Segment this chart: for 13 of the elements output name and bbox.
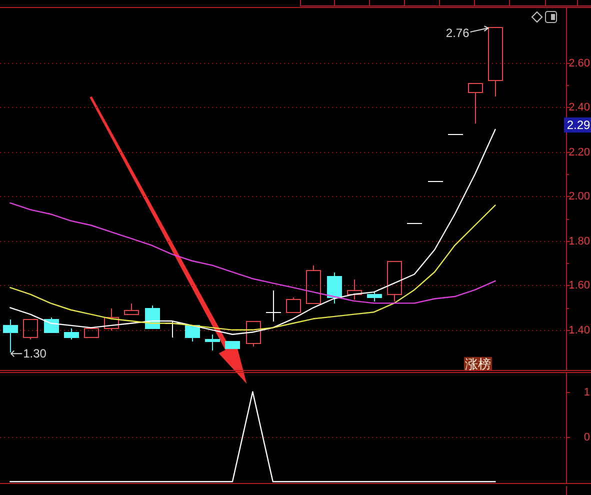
y-tick-label: 0 (584, 432, 590, 444)
note-high: 2.76 (446, 26, 470, 40)
note-low: 1.30 (23, 346, 46, 361)
y-tick-label: 1.80 (568, 236, 590, 248)
y-tick-label: 2.40 (568, 102, 590, 114)
y-tick-label: 2.60 (568, 58, 590, 70)
y-tick-label: 1.40 (568, 324, 590, 336)
y-tick-label: 2.20 (568, 146, 590, 158)
axis-tag: 2.29 (564, 118, 591, 132)
y-tick-label: 1 (584, 386, 590, 398)
tag-label: 涨榜 (464, 356, 492, 372)
y-tick-label: 2.00 (568, 190, 590, 202)
y-tick-label: 1.60 (568, 280, 590, 292)
